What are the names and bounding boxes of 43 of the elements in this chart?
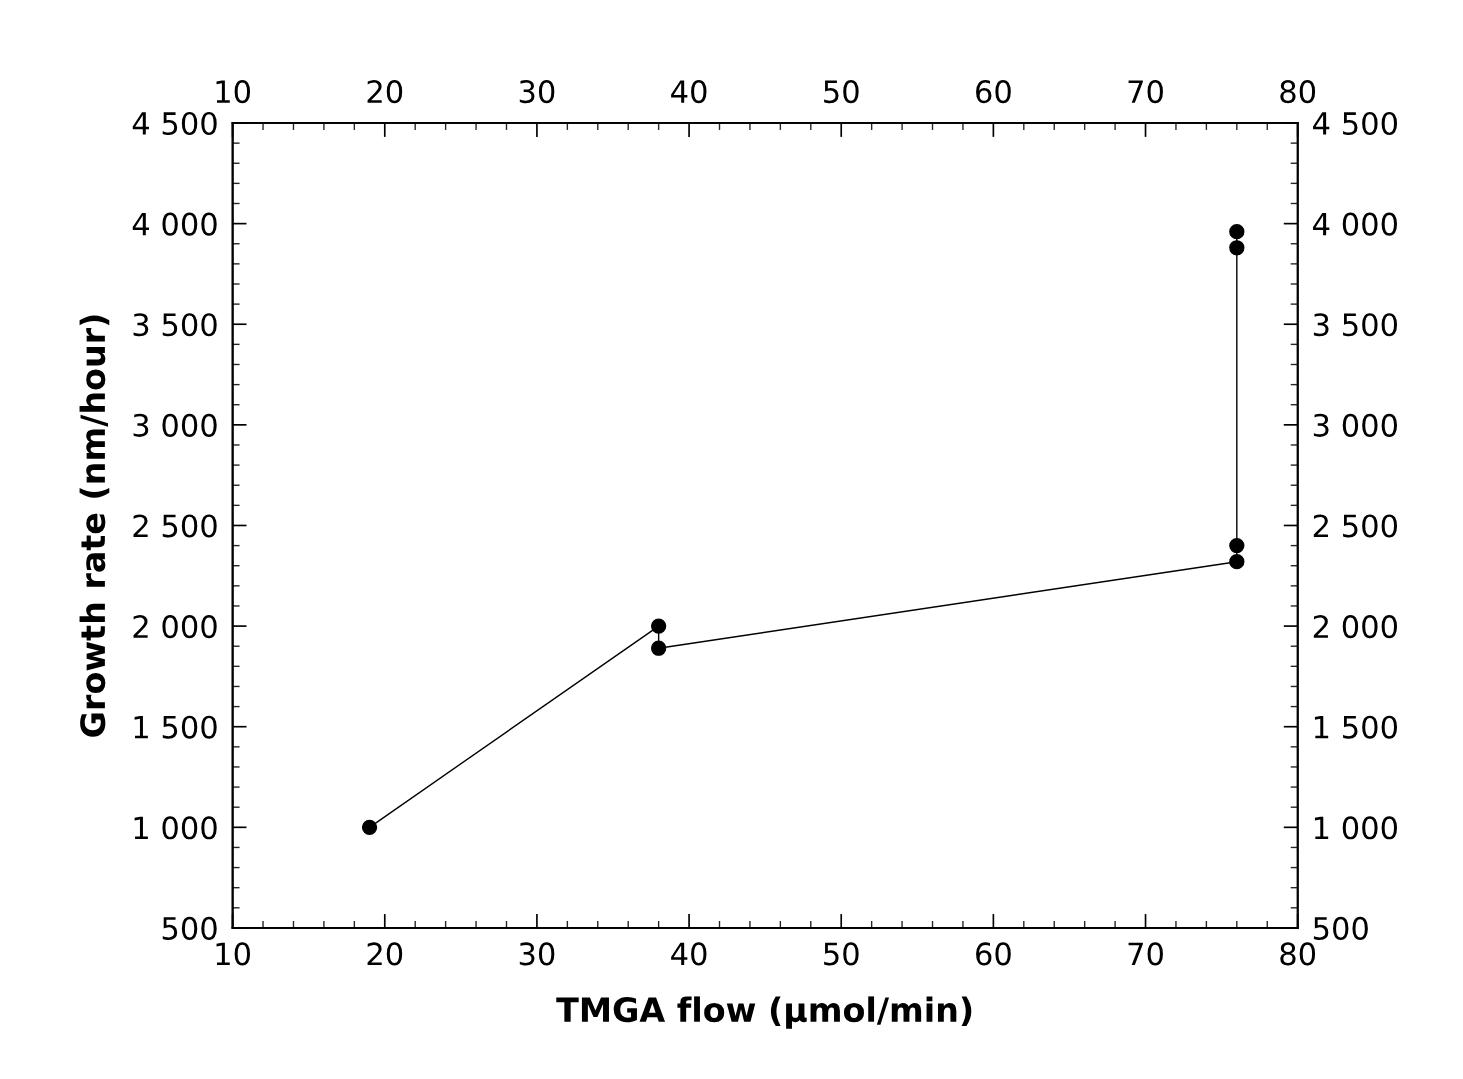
y-tick-label: 500 [162, 916, 217, 940]
x-axis-title: TMGA flow (µmol/min) [556, 996, 972, 1029]
y2-tick-label: 4 500 [1313, 111, 1398, 136]
y-tick-label: 1 000 [134, 816, 217, 840]
point [361, 819, 378, 835]
point [651, 618, 667, 634]
x2-tick-label: 70 [1128, 80, 1163, 104]
y-tick-label: 4 000 [132, 212, 217, 236]
x-tick-label: 80 [1280, 942, 1316, 966]
y2-tick-label: 4 000 [1313, 212, 1398, 236]
y-tick-label: 4 500 [132, 111, 217, 136]
y2-tick-label: 1 500 [1314, 715, 1398, 739]
y-axis-title: Growth rate (nm/hour) [79, 315, 110, 737]
x2-tick-label: 30 [519, 80, 555, 104]
x2-tick-label: 40 [671, 80, 707, 104]
point [1229, 224, 1245, 240]
x2-tick-label: 10 [216, 80, 251, 104]
point [1229, 240, 1245, 256]
point [1229, 537, 1245, 554]
y2-tick-label: 3 500 [1313, 313, 1398, 337]
x-tick-label: 40 [671, 942, 707, 966]
y2-tick-label: 1 000 [1314, 816, 1398, 840]
x-tick-label: 20 [367, 942, 403, 966]
y2-tick-label: 2 500 [1313, 514, 1398, 538]
x-tick-label: 50 [824, 942, 859, 966]
y-tick-label: 2 000 [133, 615, 217, 639]
x-tick-label: 10 [216, 942, 251, 966]
point [651, 640, 667, 656]
x2-tick-label: 60 [976, 80, 1011, 104]
y-tick-label: 3 500 [133, 313, 217, 337]
point [1229, 554, 1245, 570]
y2-tick-label: 2 000 [1313, 615, 1398, 639]
x2-tick-label: 80 [1280, 80, 1316, 104]
x2-tick-label: 20 [367, 80, 403, 104]
x2-tick-label: 50 [824, 80, 859, 104]
x-tick-label: 30 [519, 942, 555, 966]
y2-tick-label: 3 000 [1313, 413, 1398, 437]
y2-tick-label: 500 [1313, 916, 1368, 940]
y-tick-label: 3 000 [133, 413, 217, 437]
y-tick-label: 1 500 [134, 715, 217, 739]
x-tick-label: 60 [976, 942, 1011, 966]
y-tick-label: 2 500 [133, 514, 217, 538]
x-tick-label: 70 [1128, 942, 1163, 966]
